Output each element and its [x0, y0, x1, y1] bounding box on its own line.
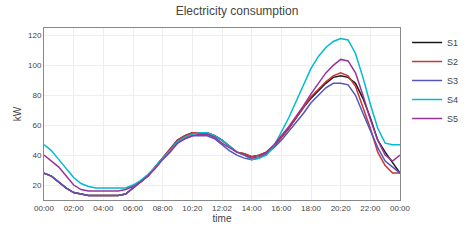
svg-text:06:00: 06:00 — [123, 204, 144, 213]
svg-text:02:00: 02:00 — [64, 204, 85, 213]
svg-text:100: 100 — [28, 61, 42, 70]
svg-text:00:00: 00:00 — [390, 204, 411, 213]
svg-text:00:00: 00:00 — [34, 204, 55, 213]
svg-text:18:00: 18:00 — [301, 204, 322, 213]
svg-text:time: time — [213, 213, 232, 224]
svg-text:S1: S1 — [447, 38, 458, 48]
svg-text:14:00: 14:00 — [242, 204, 263, 213]
svg-text:S5: S5 — [447, 114, 458, 124]
svg-text:80: 80 — [32, 91, 41, 100]
svg-text:12:02: 12:02 — [212, 204, 233, 213]
svg-text:kW: kW — [12, 106, 23, 121]
svg-text:20:20: 20:20 — [331, 204, 352, 213]
svg-text:40: 40 — [32, 151, 41, 160]
svg-text:120: 120 — [28, 31, 42, 40]
svg-text:S4: S4 — [447, 95, 458, 105]
svg-text:60: 60 — [32, 121, 41, 130]
svg-text:Electricity consumption: Electricity consumption — [176, 4, 299, 18]
svg-text:16:00: 16:00 — [271, 204, 292, 213]
svg-text:S3: S3 — [447, 76, 458, 86]
svg-text:04:00: 04:00 — [93, 204, 114, 213]
svg-text:20: 20 — [32, 181, 41, 190]
svg-text:10:20: 10:20 — [182, 204, 203, 213]
svg-text:08:00: 08:00 — [153, 204, 174, 213]
svg-text:22:00: 22:00 — [360, 204, 381, 213]
svg-text:S2: S2 — [447, 57, 458, 67]
